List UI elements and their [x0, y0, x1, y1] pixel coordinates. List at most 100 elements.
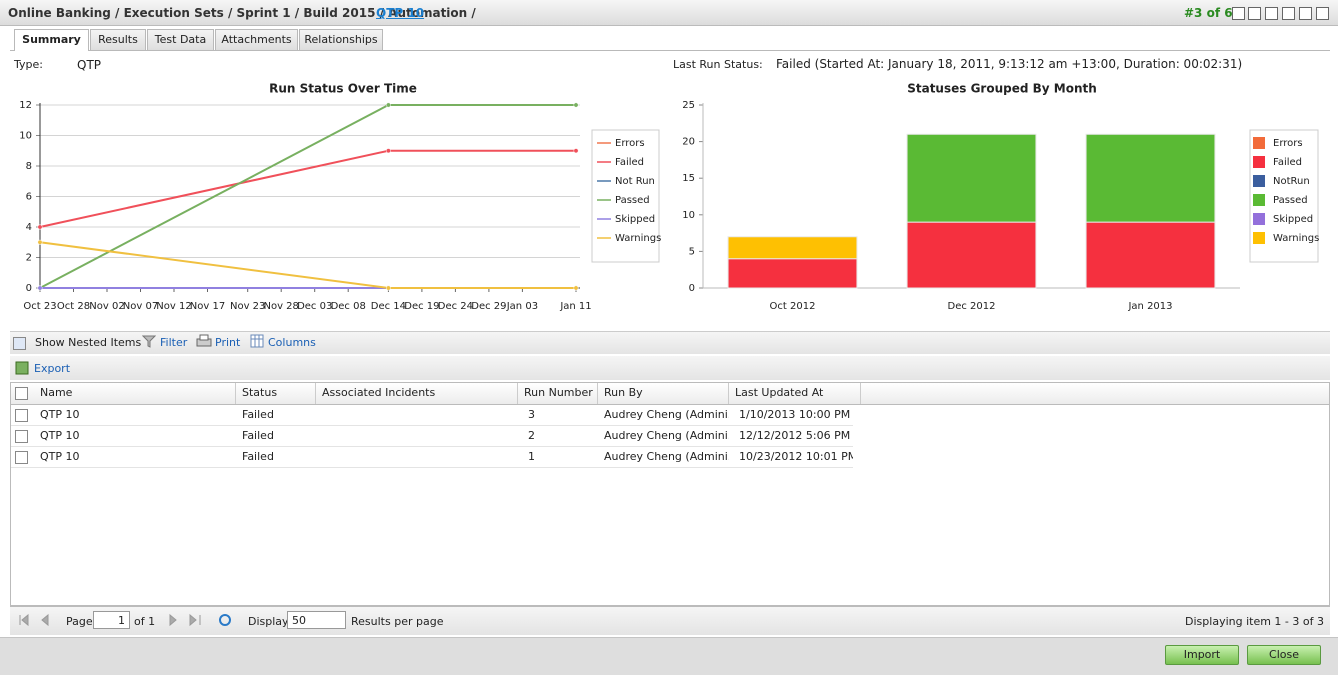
y-tick-label: 15	[682, 173, 695, 184]
pager-back-icons[interactable]	[18, 613, 68, 627]
status-label: Last Run Status:	[673, 58, 763, 71]
pager-next-icons[interactable]	[166, 613, 206, 627]
column-header: Status	[236, 383, 316, 404]
pager-status: Displaying item 1 - 3 of 3	[1185, 615, 1324, 628]
cell: 1/10/2013 10:00 PM	[739, 408, 851, 421]
x-tick-label: Oct 28	[57, 301, 90, 312]
legend-label: Warnings	[1273, 233, 1319, 244]
nested-checkbox[interactable]	[13, 337, 26, 350]
cell: 3	[528, 408, 535, 421]
close-button[interactable]: Close	[1247, 645, 1321, 665]
legend-label: Skipped	[1273, 214, 1313, 225]
x-tick-label: Oct 23	[23, 301, 56, 312]
nav-first[interactable]	[1232, 7, 1245, 20]
checkbox[interactable]	[15, 387, 28, 400]
export-bar	[10, 356, 1330, 380]
column-header: Last Updated At	[729, 383, 861, 404]
bar-segment	[1085, 221, 1216, 289]
nav-prev[interactable]	[1248, 7, 1261, 20]
y-tick-label: 20	[682, 137, 695, 148]
x-tick-label: Dec 03	[297, 301, 332, 312]
per-page-select[interactable]: 50	[287, 611, 346, 629]
chart-title: Run Status Over Time	[269, 82, 417, 96]
bar-segment	[727, 258, 858, 289]
print-icon	[196, 334, 212, 347]
legend-swatch	[1253, 175, 1265, 187]
maximize[interactable]	[1299, 7, 1312, 20]
charts: Run Status Over Time 0 2 4 6 8 10 12 Errors Faile…	[19, 82, 1319, 313]
filter-icon	[142, 335, 156, 348]
refresh-icon[interactable]	[217, 612, 233, 628]
tab[interactable]: Results	[90, 29, 146, 50]
y-tick-label: 0	[26, 283, 32, 294]
export-icon	[15, 361, 29, 375]
x-tick-label: Nov 23	[230, 301, 265, 312]
bar-segment	[1085, 133, 1216, 223]
toolbar	[10, 331, 1330, 354]
filter-button[interactable]: Filter	[160, 336, 188, 349]
column-header: Run By	[598, 383, 729, 404]
tab-baseline	[10, 50, 1330, 51]
x-tick-label: Dec 14	[371, 301, 406, 312]
cell: Audrey Cheng (Admini...	[604, 408, 729, 421]
columns-button[interactable]: Columns	[268, 336, 316, 349]
y-tick-label: 2	[26, 253, 32, 264]
breadcrumb-link[interactable]: QTP 10	[376, 6, 425, 20]
page-input[interactable]: 1	[93, 611, 130, 629]
type-label: Type:	[14, 58, 43, 71]
x-tick-label: Nov 17	[190, 301, 225, 312]
x-tick-label: Dec 08	[331, 301, 366, 312]
data-point	[37, 285, 43, 291]
y-tick-label: 8	[26, 161, 32, 172]
y-tick-label: 0	[689, 283, 695, 294]
row	[11, 426, 853, 447]
nav-next[interactable]	[1265, 7, 1278, 20]
legend-label: NotRun	[1273, 176, 1310, 187]
header-border	[11, 404, 1329, 405]
cell: 12/12/2012 5:06 PM	[739, 429, 851, 442]
page-label: Page	[66, 615, 93, 628]
tab[interactable]: Summary	[14, 29, 89, 51]
x-tick-label: Dec 29	[471, 301, 506, 312]
checkbox[interactable]	[15, 451, 28, 464]
series-line	[39, 241, 576, 289]
series-line	[39, 149, 576, 228]
y-tick-label: 10	[19, 131, 32, 142]
data-point	[573, 285, 579, 291]
checkbox[interactable]	[15, 409, 28, 422]
legend-swatch	[1253, 194, 1265, 206]
cell: Audrey Cheng (Admini...	[604, 450, 729, 463]
row	[11, 405, 853, 426]
breadcrumb: Online Banking / Execution Sets / Sprint…	[8, 6, 476, 20]
export-button[interactable]: Export	[34, 362, 71, 375]
nav-last[interactable]	[1282, 7, 1295, 20]
display-label: Display	[248, 615, 289, 628]
y-tick-label: 6	[26, 192, 32, 203]
cell: 2	[528, 429, 535, 442]
print-button[interactable]: Print	[215, 336, 241, 349]
x-tick-label: Nov 12	[156, 301, 191, 312]
tab[interactable]: Test Data	[147, 29, 214, 50]
tab[interactable]: Relationships	[299, 29, 383, 50]
legend-label: Errors	[615, 138, 645, 149]
tab[interactable]: Attachments	[215, 29, 298, 50]
close-x[interactable]	[1316, 7, 1329, 20]
type-value: QTP	[77, 58, 102, 72]
y-tick-label: 12	[19, 100, 32, 111]
x-tick-label: Jan 03	[506, 301, 538, 312]
y-tick-label: 5	[689, 246, 695, 257]
y-tick-label: 25	[682, 100, 695, 111]
checkbox[interactable]	[15, 430, 28, 443]
columns-icon	[250, 334, 264, 348]
column-header: Associated Incidents	[316, 383, 518, 404]
cell: QTP 10	[40, 408, 80, 421]
page-of: of 1	[134, 615, 156, 628]
x-tick-label: Nov 28	[263, 301, 298, 312]
x-tick-label: Nov 07	[123, 301, 158, 312]
column-header: Run Number	[518, 383, 598, 404]
legend-swatch	[1253, 137, 1265, 149]
y-tick-label: 4	[26, 222, 32, 233]
import-button[interactable]: Import	[1165, 645, 1239, 665]
legend-label: Warnings	[615, 233, 661, 244]
